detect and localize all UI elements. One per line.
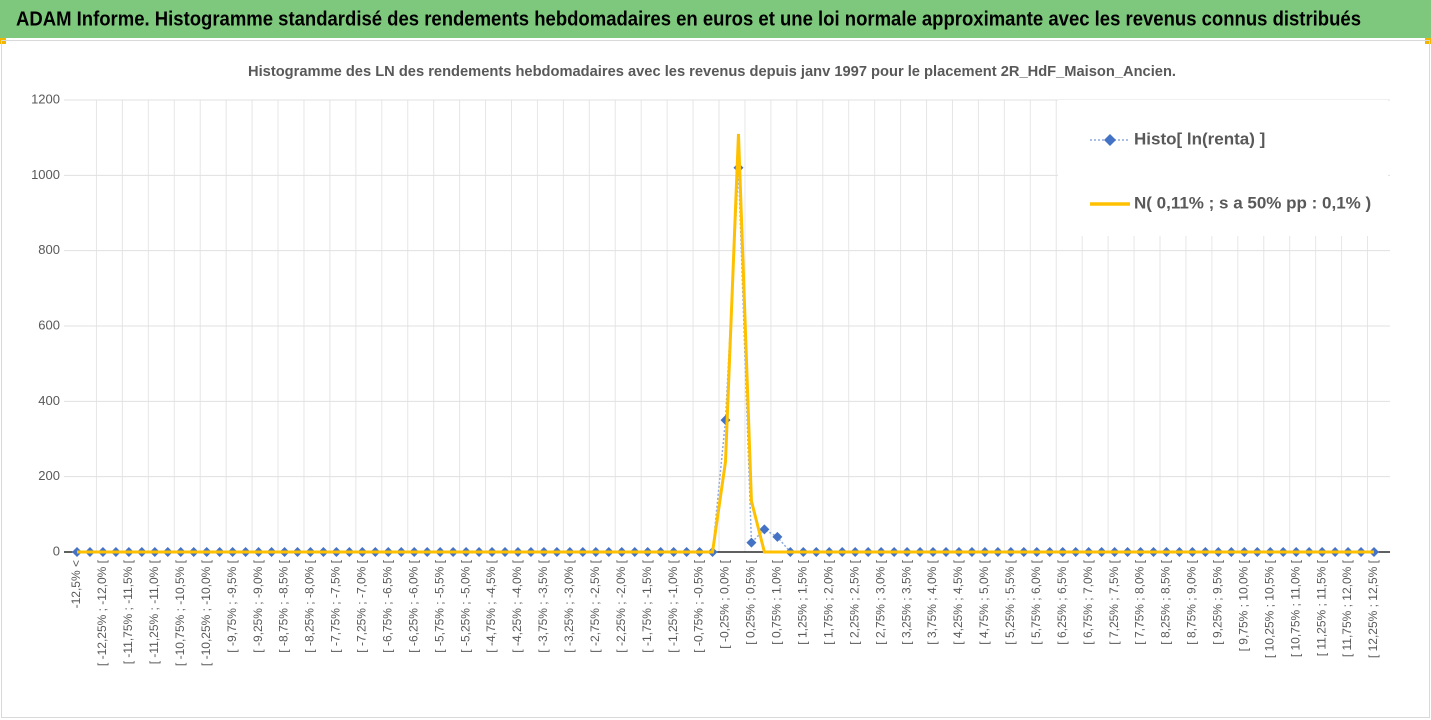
x-tick-label: [ -4,75% ; -4,5% [ [484, 559, 498, 652]
x-tick-label: [ 2,75% ; 3,0% [ [873, 559, 887, 644]
x-tick-label: [ 8,75% ; 9,0% [ [1185, 559, 1199, 644]
y-tick-label: 1000 [31, 167, 60, 182]
x-tick-label: [ -8,25% ; -8,0% [ [303, 559, 317, 652]
legend-label: N( 0,11% ; s a 50% pp : 0,1% ) [1134, 193, 1371, 212]
series-line [77, 133, 1374, 554]
x-tick-label: [ 1,25% ; 1,5% [ [795, 559, 809, 644]
legend-swatch [1104, 134, 1116, 146]
x-tick-label: [ 2,25% ; 2,5% [ [847, 559, 861, 644]
x-tick-label: [ -2,25% ; -2,0% [ [614, 559, 628, 652]
legend-label: Histo[ ln(renta) ] [1134, 129, 1265, 148]
x-tick-label: [ -11,25% ; -11,0% [ [147, 559, 161, 664]
x-tick-label: [ 6,25% ; 6,5% [ [1055, 559, 1069, 644]
y-tick-label: 800 [38, 242, 60, 257]
x-tick-label: [ 4,25% ; 4,5% [ [951, 559, 965, 644]
x-tick-label: [ 5,75% ; 6,0% [ [1029, 559, 1043, 644]
x-tick-label: [ 5,25% ; 5,5% [ [1003, 559, 1017, 644]
marker [772, 531, 783, 542]
x-tick-label: [ 7,25% ; 7,5% [ [1107, 559, 1121, 644]
x-tick-label: [ 11,75% ; 12,0% [ [1340, 559, 1354, 657]
legend-box [1058, 100, 1388, 236]
x-tick-label: [ 4,75% ; 5,0% [ [977, 559, 991, 644]
x-tick-label: [ -9,75% ; -9,5% [ [225, 559, 239, 652]
x-tick-label: [ 7,75% ; 8,0% [ [1133, 559, 1147, 644]
x-tick-label: [ 8,25% ; 8,5% [ [1159, 559, 1173, 644]
x-tick-label: [ 12,25% ; 12,5% [ [1366, 559, 1380, 658]
x-tick-label: [ -5,25% ; -5,0% [ [458, 559, 472, 652]
x-tick-label: [ -1,75% ; -1,5% [ [640, 559, 654, 652]
x-tick-label: [ -11,75% ; -11,5% [ [121, 559, 135, 664]
x-tick-label: -12,5% < [69, 560, 83, 608]
page-title: ADAM Informe. Histogramme standardisé de… [16, 8, 1361, 30]
chart-title: Histogramme des LN des rendements hebdom… [248, 63, 1176, 80]
x-tick-label: [ -6,75% ; -6,5% [ [380, 559, 394, 652]
x-tick-label: [ -10,75% ; -10,5% [ [173, 559, 187, 666]
x-tick-label: [ -7,75% ; -7,5% [ [329, 559, 343, 652]
x-tick-label: [ 0,25% ; 0,5% [ [744, 559, 758, 644]
x-tick-label: [ -5,75% ; -5,5% [ [432, 559, 446, 652]
x-tick-label: [ 3,25% ; 3,5% [ [899, 559, 913, 644]
header-bar [0, 0, 1431, 38]
x-tick-label: [ -3,75% ; -3,5% [ [536, 559, 550, 652]
x-tick-label: [ -4,25% ; -4,0% [ [510, 559, 524, 652]
y-tick-label: 200 [38, 468, 60, 483]
x-tick-label: [ 10,75% ; 11,0% [ [1288, 559, 1302, 657]
x-tick-label: [ -9,25% ; -9,0% [ [251, 559, 265, 652]
chart-border [1, 40, 1430, 718]
y-tick-label: 600 [38, 317, 60, 332]
y-tick-label: 400 [38, 393, 60, 408]
x-tick-label: [ -7,25% ; -7,0% [ [355, 559, 369, 652]
x-tick-label: [ -12,25% ; -12,0% [ [95, 559, 109, 666]
x-tick-label: [ -0,75% ; -0,5% [ [692, 559, 706, 652]
x-tick-label: [ -6,25% ; -6,0% [ [406, 559, 420, 652]
x-tick-label: [ 3,75% ; 4,0% [ [925, 559, 939, 644]
x-tick-label: [ -10,25% ; -10,0% [ [199, 559, 213, 666]
x-tick-label: [ -0,25% ; 0,0% [ [718, 559, 732, 648]
x-tick-label: [ 9,25% ; 9,5% [ [1211, 559, 1225, 644]
x-tick-label: [ 6,75% ; 7,0% [ [1081, 559, 1095, 644]
x-tick-label: [ -2,75% ; -2,5% [ [588, 559, 602, 652]
x-tick-label: [ -1,25% ; -1,0% [ [666, 559, 680, 652]
x-tick-label: [ -3,25% ; -3,0% [ [562, 559, 576, 652]
x-tick-label: [ 11,25% ; 11,5% [ [1314, 559, 1328, 656]
y-tick-label: 1200 [31, 91, 60, 106]
y-tick-label: 0 [53, 543, 60, 558]
x-tick-label: [ 9,75% ; 10,0% [ [1236, 559, 1250, 651]
x-tick-label: [ 1,75% ; 2,0% [ [821, 559, 835, 644]
x-tick-label: [ 10,25% ; 10,5% [ [1262, 559, 1276, 658]
marker [746, 537, 757, 548]
x-tick-label: [ 0,75% ; 1,0% [ [770, 559, 784, 644]
marker [759, 524, 770, 535]
x-tick-label: [ -8,75% ; -8,5% [ [277, 559, 291, 652]
